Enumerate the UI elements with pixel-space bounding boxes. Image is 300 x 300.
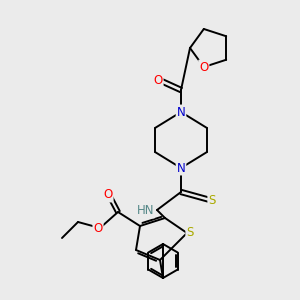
Text: S: S (186, 226, 194, 238)
Text: O: O (93, 223, 103, 236)
Text: O: O (153, 74, 163, 86)
Text: O: O (103, 188, 112, 202)
Text: O: O (199, 61, 208, 74)
Text: N: N (177, 161, 185, 175)
Text: HN: HN (136, 205, 154, 218)
Text: S: S (208, 194, 216, 206)
Text: N: N (177, 106, 185, 118)
